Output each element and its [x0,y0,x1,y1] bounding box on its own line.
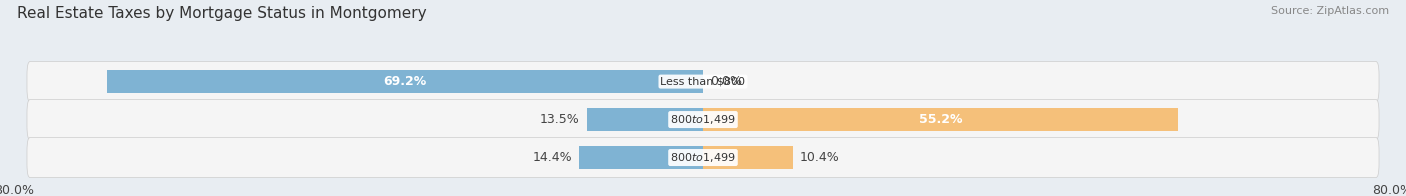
Text: 55.2%: 55.2% [920,113,963,126]
Text: 10.4%: 10.4% [800,151,839,164]
Text: 0.0%: 0.0% [710,75,742,88]
Bar [586,108,703,131]
Bar [703,146,793,169]
Text: 14.4%: 14.4% [533,151,572,164]
Text: Less than $800: Less than $800 [661,77,745,87]
Text: Real Estate Taxes by Mortgage Status in Montgomery: Real Estate Taxes by Mortgage Status in … [17,6,426,21]
FancyBboxPatch shape [27,100,1379,140]
FancyBboxPatch shape [27,62,1379,102]
FancyBboxPatch shape [27,138,1379,178]
Bar [703,108,1178,131]
Bar [579,146,703,169]
Text: 69.2%: 69.2% [384,75,426,88]
Bar [107,70,703,93]
Text: $800 to $1,499: $800 to $1,499 [671,113,735,126]
Text: Source: ZipAtlas.com: Source: ZipAtlas.com [1271,6,1389,16]
Text: 13.5%: 13.5% [540,113,579,126]
Text: $800 to $1,499: $800 to $1,499 [671,151,735,164]
